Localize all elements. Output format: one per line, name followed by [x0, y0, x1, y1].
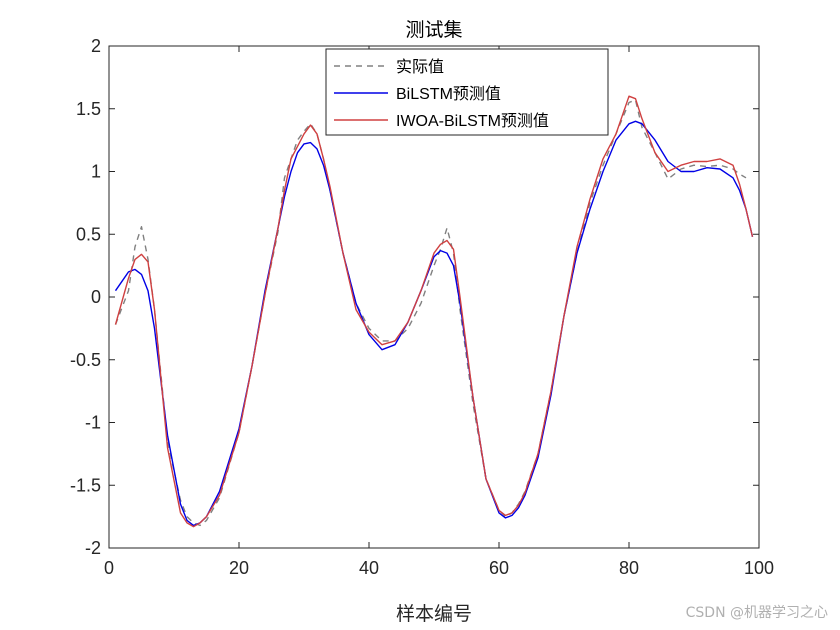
x-tick-label: 0	[104, 558, 114, 578]
y-tick-label: 1	[91, 162, 101, 182]
axes: 0 20 40 60 80 100 -2 -1.5 -1 -0.5 0 0.5 1 1.5 2	[70, 36, 774, 578]
y-tick-label: -1.5	[70, 475, 101, 495]
legend-label-1: BiLSTM预测值	[396, 85, 501, 103]
series-group	[114, 95, 754, 528]
y-tick-label: -1	[85, 413, 101, 433]
x-tick-label: 40	[359, 558, 379, 578]
watermark: CSDN @机器学习之心	[685, 605, 828, 621]
x-tick-label: 60	[489, 558, 509, 578]
legend: 实际值 BiLSTM预测值 IWOA-BiLSTM预测值	[325, 48, 609, 136]
y-tick-label: 2	[91, 36, 101, 56]
y-tick-label: -2	[85, 538, 101, 558]
y-tick-label: -0.5	[70, 350, 101, 370]
x-tick-label: 100	[744, 558, 774, 578]
series-line-2	[114, 95, 754, 528]
series-line-0	[114, 99, 747, 527]
y-tick-label: 1.5	[76, 99, 101, 119]
x-axis-label: 样本编号	[396, 603, 472, 625]
legend-label-2: IWOA-BiLSTM预测值	[396, 112, 549, 130]
chart-title: 测试集	[405, 19, 462, 41]
legend-label-0: 实际值	[396, 58, 444, 76]
x-tick-label: 80	[619, 558, 639, 578]
y-tick-label: 0	[91, 287, 101, 307]
y-tick-label: 0.5	[76, 224, 101, 244]
x-tick-label: 20	[229, 558, 249, 578]
